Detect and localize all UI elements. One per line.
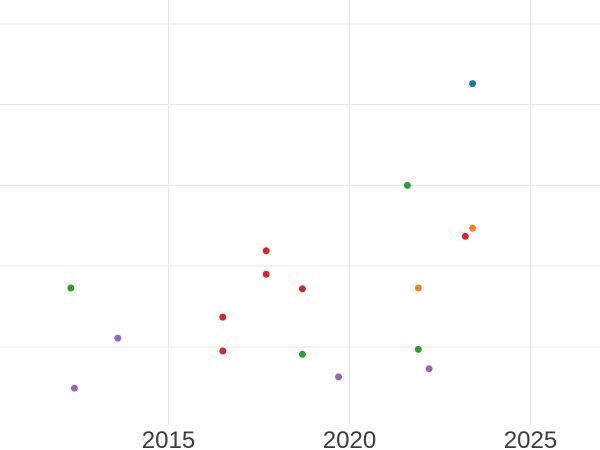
dots-layer (67, 80, 477, 392)
grid-layer (0, 0, 600, 425)
data-point-purple (70, 384, 78, 392)
data-point-red (262, 247, 270, 255)
x-tick-label: 2015 (142, 427, 195, 450)
data-point-red (219, 313, 227, 321)
x-tick-label: 2020 (323, 427, 376, 450)
data-point-purple (114, 334, 122, 342)
data-point-green (67, 284, 75, 292)
data-point-green (403, 181, 411, 189)
data-point-green (414, 345, 422, 353)
data-point-orange (414, 284, 422, 292)
data-point-red (262, 270, 270, 278)
data-point-blue (469, 80, 477, 88)
data-point-red (219, 347, 227, 355)
data-point-red (298, 285, 306, 293)
data-point-red (461, 232, 469, 240)
x-axis: 2015 2020 2025 (142, 427, 557, 450)
x-tick-label: 2025 (504, 427, 557, 450)
data-point-purple (335, 373, 343, 381)
data-point-green (298, 350, 306, 358)
data-point-orange (469, 224, 477, 232)
data-point-purple (425, 365, 433, 373)
